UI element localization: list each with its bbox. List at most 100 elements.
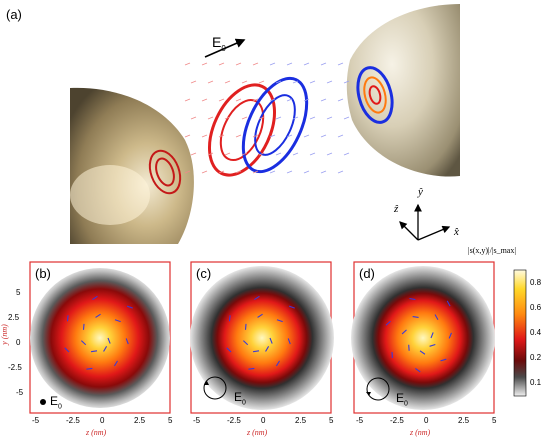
field-arrow <box>303 134 310 138</box>
polarization-arrowhead-d <box>366 392 371 396</box>
spin-arrow <box>113 360 118 367</box>
colorbar-title: |s(x,y)|/|s_max| <box>468 246 516 255</box>
field-arrow <box>292 116 299 120</box>
field-arrow <box>241 80 248 84</box>
field-arrow <box>275 116 282 120</box>
panel-c-field-label: E0 <box>234 390 246 407</box>
colorbar-tick: 0.4 <box>530 328 542 337</box>
x-axis-title: z (nm) <box>86 428 107 437</box>
panel-c <box>190 261 334 414</box>
field-arrow <box>326 152 333 156</box>
x-tick-label: 0 <box>261 416 266 425</box>
field-arrow <box>286 170 293 174</box>
spin-arrow <box>265 346 270 352</box>
panel-d <box>351 261 495 414</box>
spin-arrow <box>64 347 70 353</box>
field-arrow <box>269 98 276 102</box>
field-arrow <box>269 134 276 138</box>
background-field-arrows <box>184 62 350 174</box>
spiral-arrows-d <box>385 297 452 373</box>
spin-arrow <box>429 344 436 347</box>
spin-arrow <box>125 338 129 345</box>
field-vortex-blue <box>241 76 309 174</box>
panel-a-label: (a) <box>6 7 22 22</box>
axes-triad <box>399 203 451 241</box>
x-tick-label: -5 <box>193 416 201 425</box>
axis-x-label: x̂ <box>454 226 459 238</box>
field-arrow <box>343 80 350 84</box>
field-arrow <box>184 62 191 66</box>
field-arrow <box>275 152 282 156</box>
panel-b-field-label: E0 <box>50 394 62 411</box>
field-arrow <box>269 62 276 66</box>
spin-arrow <box>80 340 87 346</box>
field-arrow <box>184 134 191 138</box>
spin-arrow <box>257 313 263 318</box>
field-arrow <box>235 62 242 66</box>
field-arrow <box>224 80 231 84</box>
x-tick-label: -2.5 <box>390 416 404 425</box>
spin-arrow <box>412 315 419 319</box>
right-sphere-vortex <box>356 66 394 124</box>
x-tick-label: 5 <box>168 416 173 425</box>
spin-arrow <box>434 314 439 321</box>
field-arrow <box>201 62 208 66</box>
field-arrow <box>320 98 327 102</box>
spin-arrow <box>103 346 108 352</box>
spin-arrow <box>275 360 280 367</box>
field-arrow <box>241 116 248 120</box>
spiral-arrows-c <box>226 295 295 370</box>
spin-arrow <box>82 323 85 330</box>
field-arrow <box>218 170 225 174</box>
field-arrow <box>343 152 350 156</box>
spin-arrow <box>114 319 121 323</box>
field-arrow <box>286 134 293 138</box>
field-arrow <box>258 80 265 84</box>
field-arrow <box>218 98 225 102</box>
x-tick-label: 0 <box>424 416 429 425</box>
spin-arrow <box>288 305 295 309</box>
field-arrow <box>320 62 327 66</box>
spin-arrow <box>86 367 93 370</box>
x-tick-label: -2.5 <box>66 416 80 425</box>
field-arrow <box>337 134 344 138</box>
colorbar-tick: 0.8 <box>530 278 542 287</box>
x-axis-title: z (nm) <box>247 428 268 437</box>
field-arrow <box>258 152 265 156</box>
x-tick-label: 5 <box>492 416 497 425</box>
field-arrow <box>337 170 344 174</box>
spin-arrow <box>287 338 291 345</box>
field-arrow <box>207 152 214 156</box>
y-axis-title: y (nm) <box>0 324 9 345</box>
field-label-top: E0 <box>212 34 226 53</box>
colorbar <box>513 269 527 397</box>
x-tick-label: 2.5 <box>134 416 146 425</box>
field-arrow <box>207 116 214 120</box>
field-arrow <box>326 80 333 84</box>
x-tick-label: 5 <box>329 416 334 425</box>
spin-arrow <box>385 320 391 326</box>
x-tick-label: -5 <box>32 416 40 425</box>
field-arrow <box>241 152 248 156</box>
field-arrow <box>320 134 327 138</box>
panel-b-label: (b) <box>35 266 51 281</box>
field-arrow <box>337 62 344 66</box>
axis-z-label: ẑ <box>394 203 399 215</box>
spin-arrow <box>107 337 111 344</box>
spin-arrow <box>248 367 255 370</box>
field-arrow <box>275 80 282 84</box>
y-tick-label: -5 <box>16 388 24 397</box>
field-arrow <box>201 98 208 102</box>
field-arrow <box>235 134 242 138</box>
x-tick-label: 0 <box>100 416 105 425</box>
field-arrow <box>258 116 265 120</box>
panel-c-label: (c) <box>196 266 212 281</box>
spin-arrow <box>66 315 69 322</box>
field-arrow <box>303 170 310 174</box>
field-arrow <box>252 62 259 66</box>
field-arrow <box>235 170 242 174</box>
spin-arrow <box>276 319 283 323</box>
spin-arrow <box>95 313 101 318</box>
y-tick-label: 2.5 <box>8 313 20 322</box>
y-tick-label: 5 <box>16 288 21 297</box>
